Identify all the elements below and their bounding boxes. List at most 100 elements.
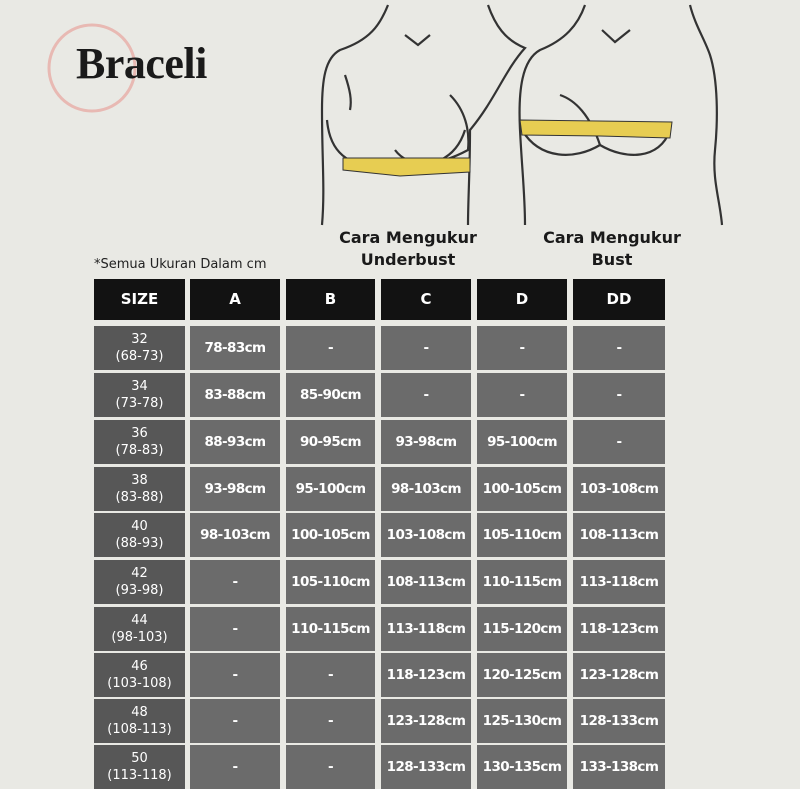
size-range: (103-108) — [107, 676, 172, 691]
caption-line: Cara Mengukur — [543, 228, 681, 247]
logo-ring — [47, 23, 137, 113]
size-range: (108-113) — [107, 722, 172, 737]
value-cell: 130-135cm — [477, 745, 567, 789]
value-cell: 115-120cm — [477, 607, 567, 651]
size-range: (73-78) — [115, 396, 164, 411]
value-cell: 128-133cm — [573, 699, 665, 743]
value-cell: - — [286, 699, 375, 743]
value-cell: 88-93cm — [190, 420, 280, 464]
value-cell: 133-138cm — [573, 745, 665, 789]
value-cell: 95-100cm — [286, 467, 375, 511]
caption-line: Bust — [591, 250, 633, 269]
value-cell: 108-113cm — [573, 513, 665, 557]
value-cell: - — [286, 653, 375, 697]
header-cell: C — [381, 279, 471, 320]
figure-bust — [518, 4, 724, 226]
value-cell: 110-115cm — [477, 560, 567, 604]
size-cell: 38 (83-88) — [94, 467, 185, 511]
size-range: (78-83) — [115, 443, 164, 458]
figure-underbust — [320, 4, 527, 226]
size-range: (83-88) — [115, 490, 164, 505]
size-label: 32 — [131, 332, 148, 347]
size-cell: 48 (108-113) — [94, 699, 185, 743]
header-cell: B — [286, 279, 375, 320]
value-cell: 113-118cm — [573, 560, 665, 604]
value-cell: 128-133cm — [381, 745, 471, 789]
header-cell: A — [190, 279, 280, 320]
value-cell: - — [286, 326, 375, 370]
size-cell: 44 (98-103) — [94, 607, 185, 651]
value-cell: 125-130cm — [477, 699, 567, 743]
size-label: 36 — [131, 426, 148, 441]
value-cell: 103-108cm — [573, 467, 665, 511]
size-label: 50 — [131, 751, 148, 766]
value-cell: 78-83cm — [190, 326, 280, 370]
value-cell: 113-118cm — [381, 607, 471, 651]
value-cell: 108-113cm — [381, 560, 471, 604]
size-range: (68-73) — [115, 349, 164, 364]
value-cell: 118-123cm — [573, 607, 665, 651]
brand-logo: Braceli — [76, 39, 207, 88]
size-label: 34 — [131, 379, 148, 394]
value-cell: - — [190, 745, 280, 789]
size-label: 46 — [131, 659, 148, 674]
value-cell: 123-128cm — [381, 699, 471, 743]
tape — [519, 119, 673, 139]
value-cell: - — [573, 420, 665, 464]
size-range: (98-103) — [111, 630, 168, 645]
size-cell: 36 (78-83) — [94, 420, 185, 464]
value-cell: - — [477, 326, 567, 370]
caption: Cara Mengukur Bust — [512, 227, 712, 271]
size-cell: 40 (88-93) — [94, 513, 185, 557]
value-cell: 110-115cm — [286, 607, 375, 651]
value-cell: 95-100cm — [477, 420, 567, 464]
value-cell: 103-108cm — [381, 513, 471, 557]
value-cell: - — [286, 745, 375, 789]
value-cell: 90-95cm — [286, 420, 375, 464]
tape — [342, 157, 471, 177]
size-range: (93-98) — [115, 583, 164, 598]
value-cell: 118-123cm — [381, 653, 471, 697]
value-cell: - — [573, 373, 665, 417]
value-cell: - — [190, 653, 280, 697]
size-cell: 46 (103-108) — [94, 653, 185, 697]
value-cell: 100-105cm — [477, 467, 567, 511]
size-label: 38 — [131, 473, 148, 488]
value-cell: 85-90cm — [286, 373, 375, 417]
value-cell: - — [190, 560, 280, 604]
size-range: (113-118) — [107, 768, 172, 783]
value-cell: 105-110cm — [477, 513, 567, 557]
value-cell: - — [381, 326, 471, 370]
size-label: 42 — [131, 566, 148, 581]
size-label: 44 — [131, 613, 148, 628]
value-cell: - — [573, 326, 665, 370]
caption-line: Cara Mengukur — [339, 228, 477, 247]
value-cell: 93-98cm — [190, 467, 280, 511]
size-range: (88-93) — [115, 536, 164, 551]
value-cell: 123-128cm — [573, 653, 665, 697]
value-cell: 100-105cm — [286, 513, 375, 557]
value-cell: 120-125cm — [477, 653, 567, 697]
size-cell: 34 (73-78) — [94, 373, 185, 417]
caption-line: Underbust — [360, 250, 456, 269]
value-cell: 105-110cm — [286, 560, 375, 604]
value-cell: 98-103cm — [381, 467, 471, 511]
size-cell: 50 (113-118) — [94, 745, 185, 789]
value-cell: - — [190, 607, 280, 651]
caption: Cara Mengukur Underbust — [308, 227, 508, 271]
note: *Semua Ukuran Dalam cm — [94, 257, 267, 272]
header-cell: D — [477, 279, 567, 320]
value-cell: 98-103cm — [190, 513, 280, 557]
size-cell: 42 (93-98) — [94, 560, 185, 604]
value-cell: - — [190, 699, 280, 743]
header-cell: SIZE — [94, 279, 185, 320]
value-cell: - — [381, 373, 471, 417]
value-cell: 83-88cm — [190, 373, 280, 417]
header-cell: DD — [573, 279, 665, 320]
size-label: 40 — [131, 519, 148, 534]
value-cell: - — [477, 373, 567, 417]
value-cell: 93-98cm — [381, 420, 471, 464]
size-label: 48 — [131, 705, 148, 720]
